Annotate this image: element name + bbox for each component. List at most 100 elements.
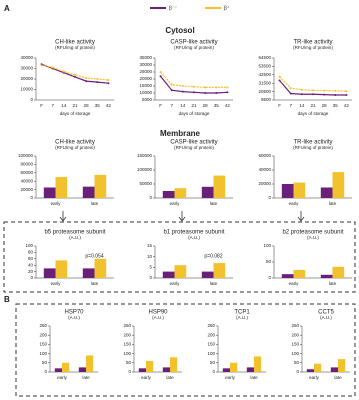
y-tick-label: 250 bbox=[39, 323, 47, 328]
y-tick-label: 30000 bbox=[20, 66, 33, 71]
point bbox=[170, 89, 173, 92]
y-tick-label: 50 bbox=[294, 360, 300, 365]
bar bbox=[174, 188, 187, 198]
y-tick-label: 200 bbox=[207, 332, 215, 337]
chart-title: CH-like activity bbox=[55, 40, 95, 46]
x-tick-label: 28 bbox=[84, 103, 90, 108]
y-tick-label: 100 bbox=[39, 351, 47, 356]
x-axis-label: days of storage bbox=[60, 111, 91, 116]
x-tick-label: 14 bbox=[299, 103, 305, 108]
y-tick-label: 250 bbox=[123, 323, 131, 328]
panel-label: A bbox=[4, 4, 10, 13]
point bbox=[226, 86, 229, 89]
y-tick-label: 60000 bbox=[258, 153, 271, 158]
point bbox=[62, 70, 65, 73]
bar bbox=[338, 359, 346, 372]
point bbox=[107, 79, 110, 82]
x-tick-label: early bbox=[309, 375, 320, 380]
x-tick-label: late bbox=[91, 201, 99, 206]
y-tick-label: 0 bbox=[30, 275, 33, 280]
x-tick-label: early bbox=[289, 281, 300, 286]
y-axis-label: (A.U.) bbox=[69, 235, 81, 240]
point bbox=[323, 93, 326, 96]
chart-title: HSP90 bbox=[148, 310, 168, 316]
bar bbox=[254, 356, 262, 372]
y-tick-label: 50 bbox=[210, 360, 216, 365]
y-axis-label: (RFU/mg of protein) bbox=[293, 145, 333, 150]
y-tick-label: 50000 bbox=[139, 181, 152, 186]
y-tick-label: 20000 bbox=[20, 76, 33, 81]
bar bbox=[86, 355, 94, 372]
chart-title: CASP-like activity bbox=[170, 40, 217, 46]
x-tick-label: 35 bbox=[214, 103, 220, 108]
chart-title: b2 proteasome subunit bbox=[282, 230, 343, 236]
x-tick-label: F bbox=[40, 103, 43, 108]
x-tick-label: early bbox=[141, 375, 152, 380]
x-tick-label: early bbox=[51, 281, 62, 286]
panel-label: B bbox=[4, 295, 10, 304]
y-tick-label: 100 bbox=[263, 243, 271, 248]
y-tick-label: 200 bbox=[39, 332, 47, 337]
bar bbox=[162, 367, 170, 372]
point bbox=[193, 91, 195, 94]
x-tick-label: 7 bbox=[289, 103, 292, 108]
y-tick-label: 5000 bbox=[142, 97, 153, 102]
bar bbox=[293, 270, 306, 278]
bar bbox=[332, 172, 345, 198]
bar bbox=[281, 184, 294, 198]
point bbox=[226, 91, 229, 94]
y-tick-label: 0 bbox=[149, 275, 152, 280]
point bbox=[181, 85, 184, 87]
bar bbox=[55, 260, 68, 278]
y-tick-label: 0 bbox=[128, 369, 131, 374]
x-tick-label: late bbox=[334, 375, 342, 380]
point bbox=[334, 89, 337, 92]
point bbox=[159, 71, 162, 73]
y-tick-label: 40000 bbox=[258, 167, 271, 172]
y-tick-label: 15000 bbox=[139, 83, 152, 88]
y-tick-label: 50 bbox=[266, 259, 272, 264]
y-tick-label: 100 bbox=[291, 351, 299, 356]
y-axis-label: (A.U.) bbox=[320, 315, 332, 320]
bar bbox=[230, 362, 238, 372]
bar bbox=[55, 177, 68, 198]
bar bbox=[94, 174, 107, 198]
y-tick-label: 150 bbox=[39, 342, 47, 347]
y-axis-label: (A.U.) bbox=[152, 315, 164, 320]
bar bbox=[146, 360, 154, 372]
x-tick-label: late bbox=[210, 281, 218, 286]
y-tick-label: 0 bbox=[149, 195, 152, 200]
point bbox=[345, 90, 348, 93]
bar bbox=[320, 187, 333, 198]
x-tick-label: late bbox=[329, 281, 337, 286]
point bbox=[74, 73, 76, 76]
x-tick-label: early bbox=[57, 375, 68, 380]
y-tick-label: 0 bbox=[268, 275, 271, 280]
y-tick-label: 40000 bbox=[20, 178, 33, 183]
point bbox=[278, 75, 281, 78]
y-tick-label: 35000 bbox=[139, 55, 152, 60]
bar bbox=[162, 191, 175, 198]
bar bbox=[43, 268, 56, 278]
y-tick-label: 50 bbox=[42, 360, 48, 365]
y-tick-label: 20000 bbox=[258, 181, 271, 186]
x-tick-label: 35 bbox=[95, 103, 101, 108]
point bbox=[345, 94, 348, 97]
bar bbox=[293, 182, 306, 198]
y-tick-label: 100 bbox=[123, 351, 131, 356]
annotation: p=0.054 bbox=[85, 253, 103, 259]
y-tick-label: 200 bbox=[123, 332, 131, 337]
chart-title: CCT5 bbox=[318, 310, 334, 316]
bar bbox=[320, 274, 333, 278]
chart-title: TCP1 bbox=[234, 310, 250, 316]
x-tick-label: 21 bbox=[72, 103, 78, 108]
bar bbox=[246, 367, 254, 372]
y-tick-label: 40000 bbox=[20, 55, 33, 60]
point bbox=[300, 93, 303, 96]
point bbox=[96, 81, 99, 84]
dashed-box bbox=[15, 303, 356, 397]
x-tick-label: late bbox=[329, 201, 337, 206]
point bbox=[51, 66, 54, 69]
x-tick-label: late bbox=[250, 375, 258, 380]
